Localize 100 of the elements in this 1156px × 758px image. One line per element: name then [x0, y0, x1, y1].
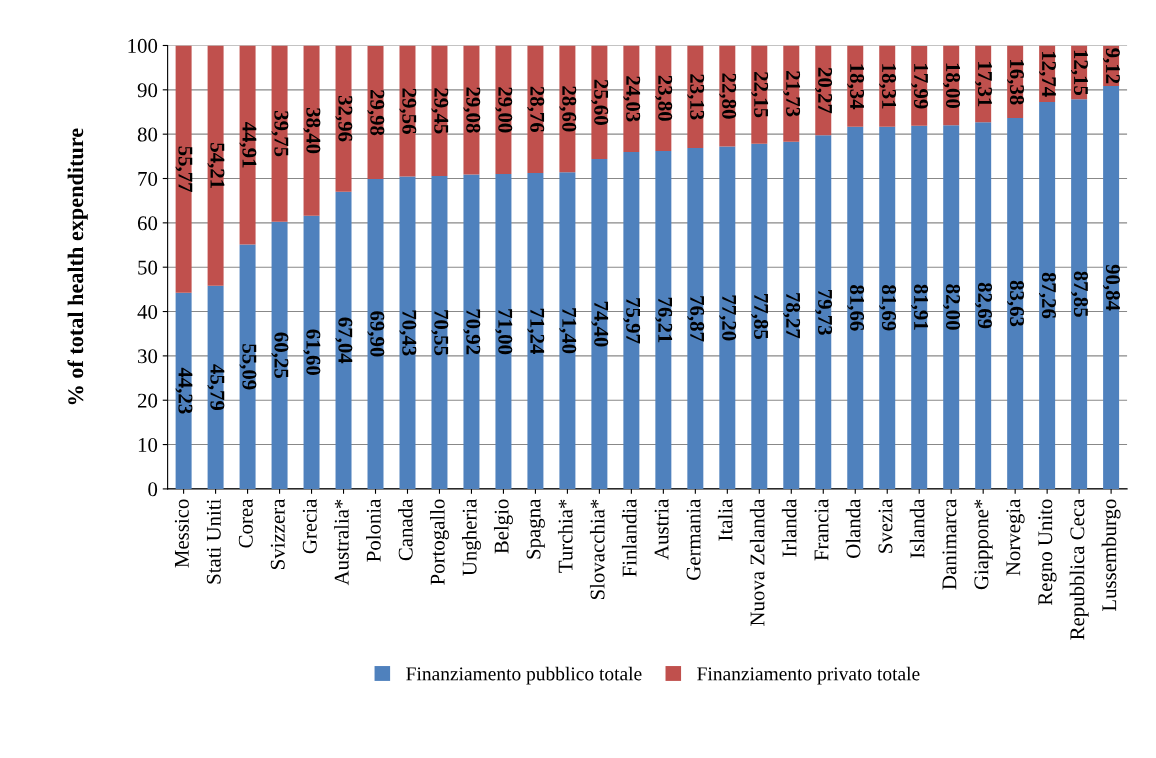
bar [1071, 99, 1088, 489]
data-label: 87,26 [1038, 272, 1056, 319]
data-label: 22,80 [719, 73, 737, 119]
data-label: 75,97 [623, 298, 641, 344]
data-label: 16,38 [1006, 60, 1025, 105]
data-label: 76,21 [655, 297, 673, 343]
data-label: 9,12 [1102, 48, 1120, 84]
bar [399, 176, 416, 489]
bar [559, 172, 576, 489]
bar [815, 135, 832, 489]
data-label: 79,73 [815, 289, 833, 335]
data-label: 67,04 [335, 317, 353, 364]
y-tick-label: 70 [138, 171, 158, 186]
x-tick-label: Danimarca [942, 498, 957, 590]
y-axis-title: % of total health expenditure [67, 128, 88, 405]
bar [1007, 118, 1024, 489]
x-tick-label: Polonia [366, 498, 381, 562]
data-label: 77,20 [719, 295, 737, 341]
data-label: 21,73 [783, 71, 801, 117]
data-label: 70,92 [463, 309, 481, 355]
bar [463, 174, 480, 489]
data-label: 45,79 [207, 364, 225, 411]
data-label: 69,90 [367, 311, 385, 357]
x-tick-label: Germania [686, 498, 701, 580]
x-tick-label: Stati Uniti [206, 499, 221, 584]
bar [527, 173, 544, 489]
bar [783, 141, 800, 489]
data-label: 82,69 [974, 282, 993, 329]
bar [175, 45, 192, 293]
bar [431, 176, 448, 489]
y-tick-label: 60 [137, 216, 158, 231]
data-label: 61,60 [303, 329, 321, 375]
x-tick-label: Giappone* [974, 499, 993, 590]
y-tick-label: 80 [137, 127, 158, 142]
bar [303, 45, 320, 216]
x-tick-label: Austria [654, 498, 669, 560]
data-label: 17,99 [910, 64, 928, 109]
data-label: 18,31 [878, 64, 897, 109]
data-label: 28,60 [559, 86, 577, 132]
y-tick-label: 90 [137, 83, 158, 98]
y-tick-label: 30 [138, 349, 158, 364]
x-tick-label: Islanda [909, 498, 925, 559]
bar [303, 215, 320, 489]
bar [751, 143, 768, 489]
data-label: 23,13 [687, 74, 705, 120]
y-tick-label: 0 [148, 482, 158, 497]
x-tick-label: Ungheria [461, 498, 481, 576]
data-label: 82,00 [942, 284, 961, 330]
data-label: 74,40 [591, 301, 609, 347]
x-tick-label: Finlandia [621, 498, 637, 577]
x-tick-label: Francia [814, 498, 829, 561]
data-label: 23,80 [655, 75, 673, 121]
data-label: 87,85 [1070, 271, 1088, 317]
bar [911, 125, 928, 489]
data-label: 70,43 [399, 310, 417, 356]
data-label: 29,45 [431, 88, 449, 134]
x-tick-label: Turchia* [557, 499, 573, 573]
bar [1103, 86, 1120, 489]
data-label: 54,21 [207, 143, 225, 189]
x-tick-label: Italia [717, 498, 733, 541]
x-tick-label: Irlanda [781, 498, 797, 557]
data-label: 29,00 [495, 87, 513, 133]
data-label: 32,96 [335, 95, 353, 142]
x-tick-label: Australia* [334, 499, 349, 586]
data-label: 71,40 [559, 308, 577, 354]
data-label: 29,08 [463, 87, 481, 133]
data-label: 76,87 [687, 296, 705, 342]
data-label: 78,27 [783, 293, 801, 339]
data-label: 77,85 [751, 294, 769, 339]
x-tick-label: Svizzera [270, 498, 285, 569]
bar [655, 150, 672, 489]
data-label: 28,76 [527, 86, 545, 133]
bar [207, 285, 224, 489]
y-tick-label: 10 [138, 437, 158, 452]
x-tick-label: Slovacchia* [589, 499, 605, 600]
bar [975, 122, 992, 489]
bar [239, 244, 256, 489]
x-tick-label: Spagna [526, 498, 545, 559]
data-label: 25,60 [591, 79, 609, 125]
y-tick-label: 40 [137, 304, 158, 319]
data-label: 17,31 [974, 62, 992, 107]
y-tick-label: 20 [137, 393, 158, 408]
y-tick-label: 100 [128, 38, 158, 53]
bar [207, 45, 224, 286]
data-label: 81,91 [910, 284, 929, 330]
bar [1039, 101, 1056, 489]
x-tick-label: Nuova Zelanda [749, 498, 765, 626]
bar [271, 221, 288, 489]
bar [687, 148, 704, 489]
x-tick-label: Corea [238, 498, 253, 548]
bar [847, 126, 864, 489]
x-tick-label: Svezia [878, 498, 893, 553]
data-label: 39,75 [271, 110, 289, 157]
bar [175, 292, 192, 489]
data-label: 81,66 [847, 285, 865, 331]
data-label: 60,25 [271, 332, 289, 378]
bar [367, 178, 384, 489]
x-tick-label: Regno Unito [1038, 499, 1057, 606]
data-label: 18,34 [847, 64, 865, 110]
x-tick-label: Lussemburgo [1101, 499, 1121, 612]
